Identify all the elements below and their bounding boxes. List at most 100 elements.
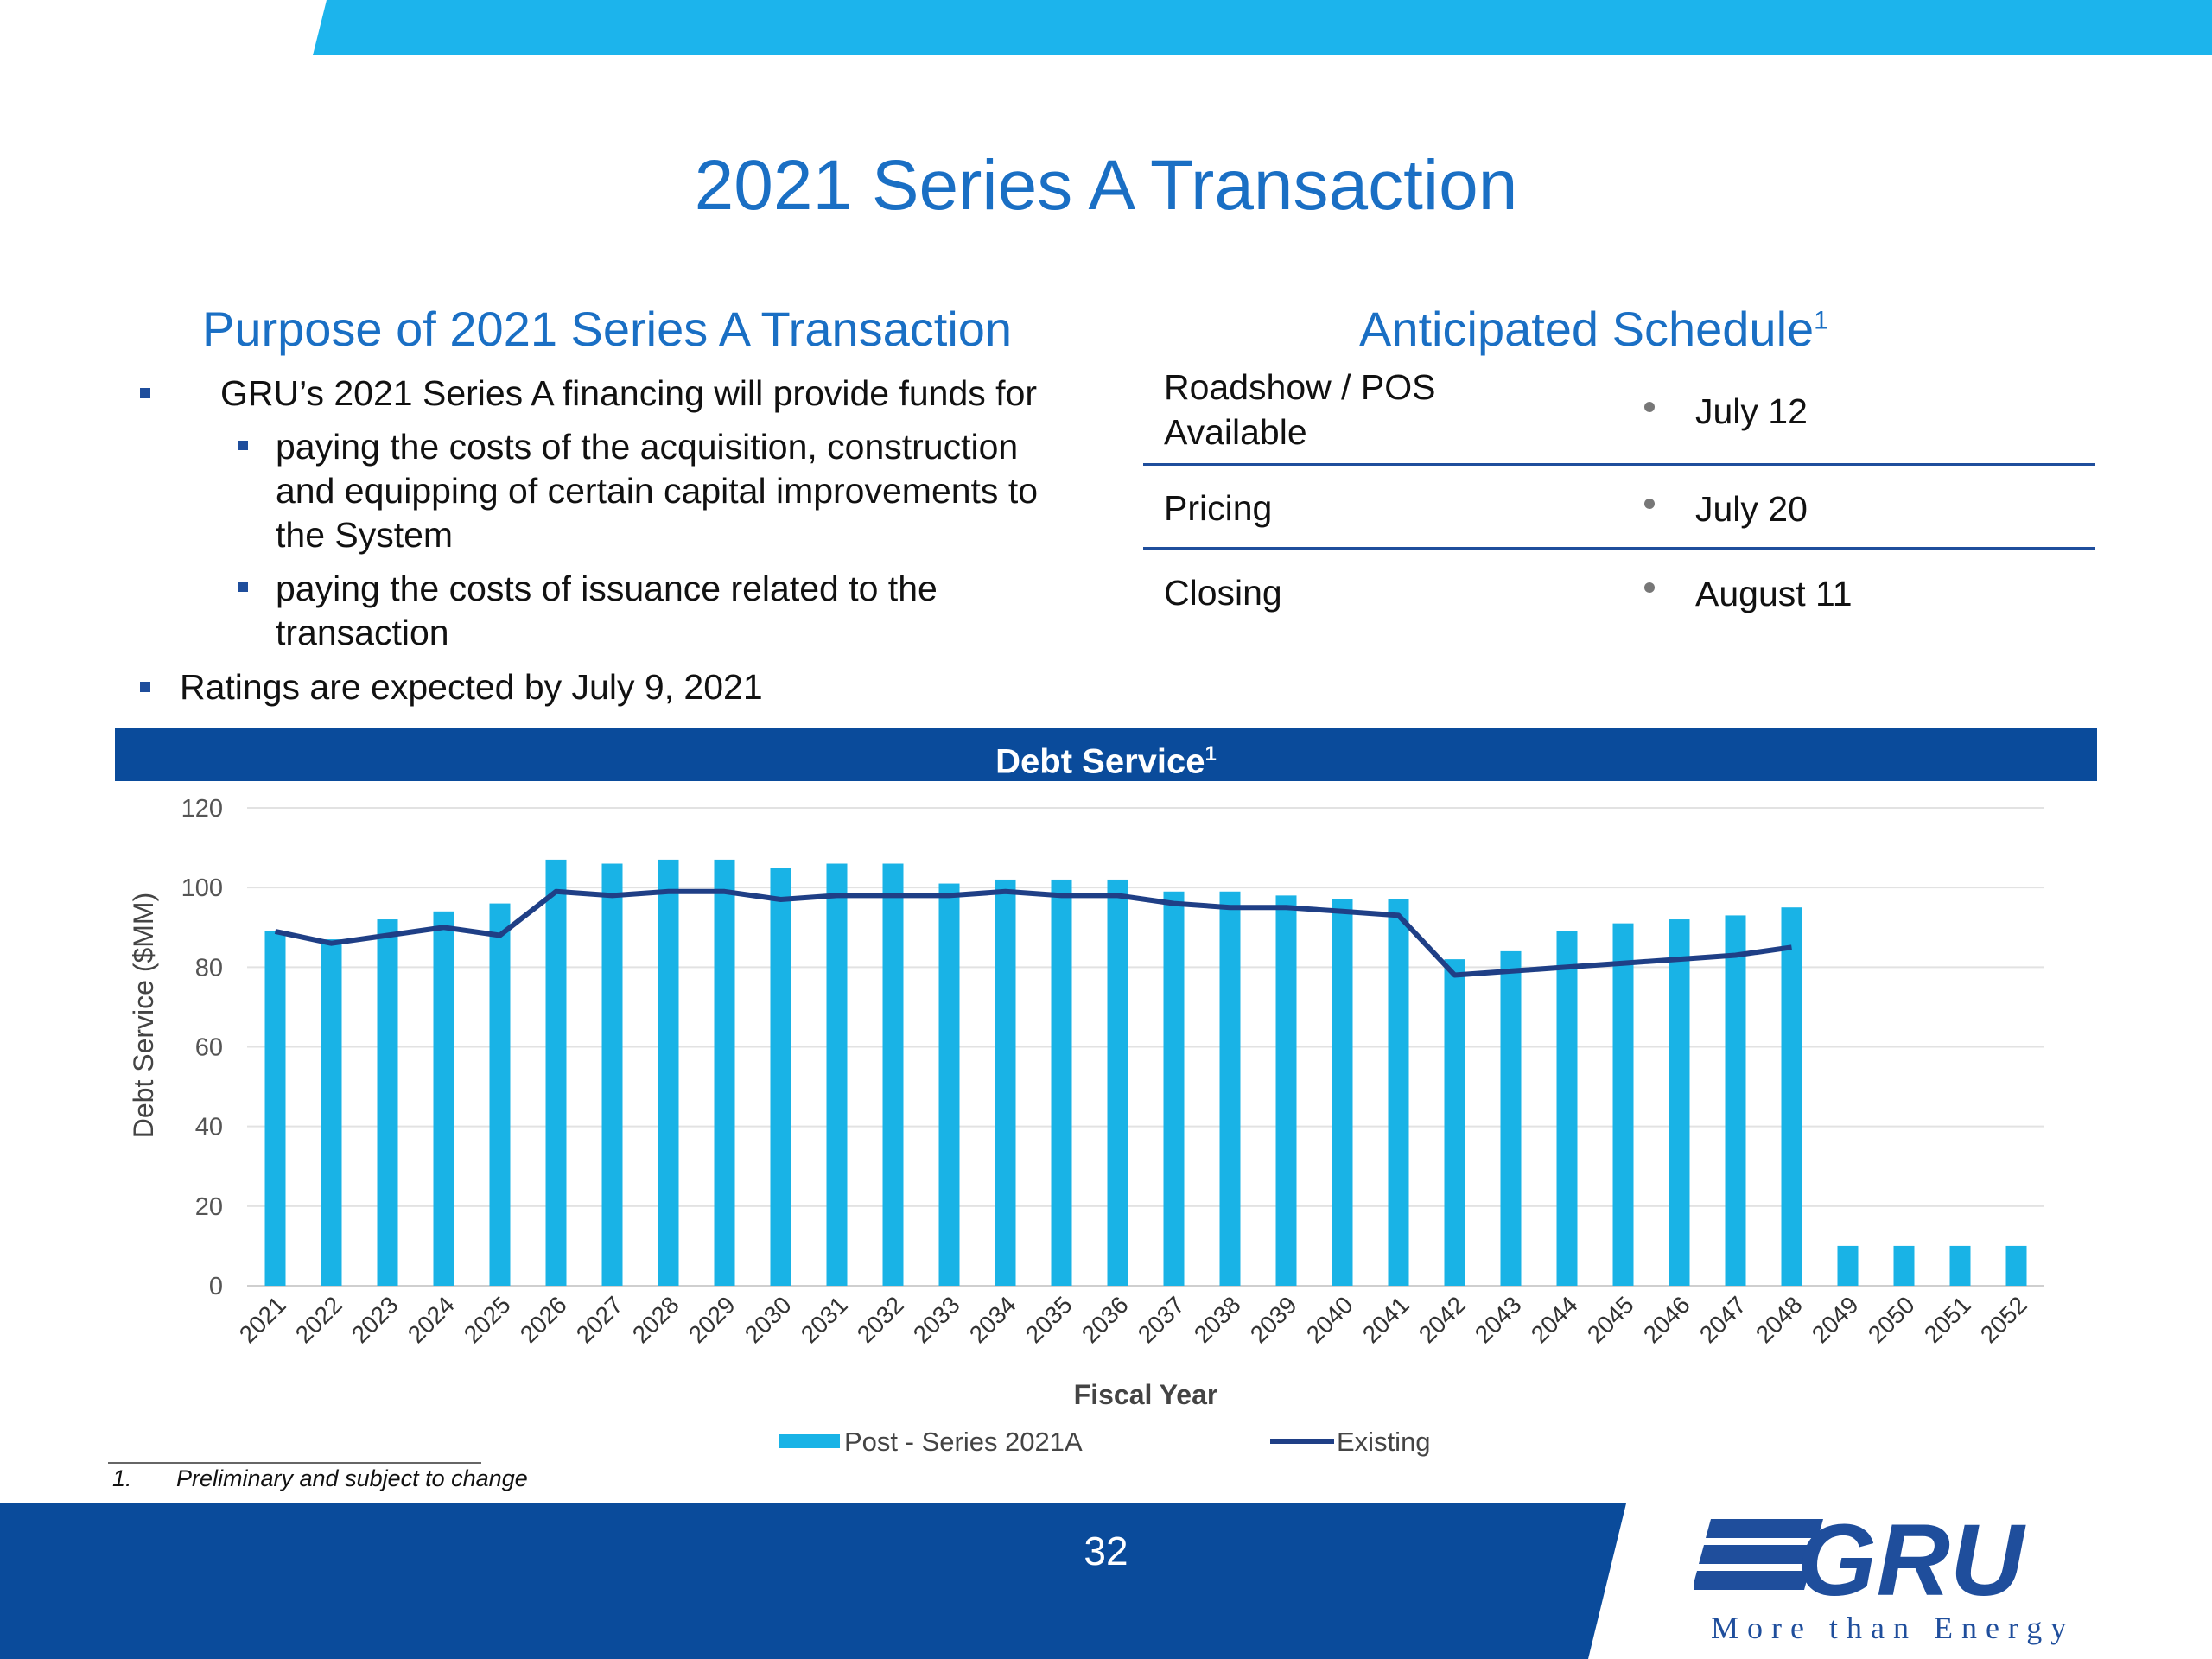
schedule-row-2-date: July 20	[1695, 489, 1808, 529]
bar-post-series-2021a	[1219, 891, 1241, 1286]
logo-stripe	[1699, 1545, 1816, 1564]
x-tick-label: 2052	[1975, 1291, 2032, 1348]
x-tick-label: 2026	[515, 1291, 572, 1348]
bar-post-series-2021a	[601, 863, 623, 1286]
schedule-heading-footnote-marker: 1	[1814, 306, 1828, 335]
bar-post-series-2021a	[1500, 950, 1522, 1286]
bar-post-series-2021a	[1556, 931, 1578, 1286]
y-axis-title: Debt Service ($MM)	[128, 893, 159, 1139]
x-tick-label: 2030	[740, 1291, 797, 1348]
bar-post-series-2021a	[377, 919, 398, 1286]
bar-post-series-2021a	[433, 911, 454, 1286]
gru-logo: GRU More than Energy	[1694, 1503, 2066, 1645]
y-tick-label: 60	[195, 1034, 223, 1062]
y-tick-label: 80	[195, 954, 223, 982]
bar-post-series-2021a	[1669, 919, 1690, 1286]
bar-post-series-2021a	[714, 859, 735, 1286]
bar-post-series-2021a	[1275, 895, 1297, 1286]
x-tick-label: 2024	[403, 1291, 460, 1348]
purpose-bullet-1: GRU’s 2021 Series A financing will provi…	[220, 373, 1038, 413]
footnote-text: Preliminary and subject to change	[176, 1465, 528, 1491]
sub-bullet-square	[238, 441, 248, 450]
bar-post-series-2021a	[938, 883, 960, 1286]
x-tick-label: 2038	[1189, 1291, 1246, 1348]
x-tick-label: 2032	[852, 1291, 909, 1348]
page-number: 32	[1084, 1529, 1128, 1573]
logo-wordmark: GRU	[1797, 1503, 2026, 1618]
legend-swatch-bar	[779, 1434, 840, 1448]
logo-stripe	[1694, 1571, 1809, 1590]
footnote-rule	[108, 1462, 481, 1464]
bar-post-series-2021a	[1388, 899, 1409, 1286]
bar-post-series-2021a	[770, 868, 791, 1286]
x-tick-label: 2023	[346, 1291, 404, 1348]
schedule-row-3-label: Closing	[1164, 573, 1282, 613]
x-tick-label: 2044	[1526, 1291, 1583, 1348]
x-tick-label: 2036	[1077, 1291, 1134, 1348]
schedule-heading: Anticipated Schedule1	[1359, 301, 1828, 357]
bar-post-series-2021a	[1893, 1245, 1915, 1286]
y-tick-label: 40	[195, 1114, 223, 1141]
schedule-divider	[1143, 547, 2095, 550]
x-tick-label: 2031	[796, 1291, 853, 1348]
logo-stripe	[1706, 1519, 1823, 1538]
purpose-sub-bullet-2-line-1: paying the costs of issuance related to …	[276, 569, 938, 608]
bar-post-series-2021a	[1051, 879, 1072, 1286]
debt-service-band: Debt Service1	[115, 728, 2097, 781]
x-tick-label: 2051	[1919, 1291, 1976, 1348]
purpose-bullet-2: Ratings are expected by July 9, 2021	[180, 667, 763, 707]
x-tick-label: 2043	[1470, 1291, 1527, 1348]
y-tick-label: 100	[181, 874, 223, 902]
x-tick-label: 2029	[683, 1291, 741, 1348]
x-tick-label: 2045	[1582, 1291, 1639, 1348]
x-tick-label: 2022	[290, 1291, 347, 1348]
purpose-sub-bullet-1-line-3: the System	[276, 515, 454, 555]
bar-post-series-2021a	[882, 863, 904, 1286]
bar-post-series-2021a	[545, 859, 567, 1286]
x-tick-label: 2035	[1020, 1291, 1077, 1348]
bar-post-series-2021a	[1949, 1245, 1971, 1286]
bar-post-series-2021a	[2005, 1245, 2027, 1286]
y-tick-label: 120	[181, 795, 223, 823]
purpose-sub-bullet-2-line-2: transaction	[276, 613, 449, 652]
bar-post-series-2021a	[264, 931, 286, 1286]
x-tick-label: 2039	[1245, 1291, 1302, 1348]
x-tick-label: 2025	[459, 1291, 516, 1348]
x-tick-label: 2040	[1301, 1291, 1358, 1348]
bar-post-series-2021a	[489, 903, 511, 1286]
x-tick-label: 2037	[1133, 1291, 1190, 1348]
footnote-number: 1.	[112, 1465, 132, 1491]
sub-bullet-square	[238, 582, 248, 592]
bar-post-series-2021a	[658, 859, 679, 1286]
x-tick-label: 2033	[908, 1291, 965, 1348]
bar-post-series-2021a	[1163, 891, 1185, 1286]
purpose-sub-bullet-1-line-2: and equipping of certain capital improve…	[276, 471, 1039, 511]
schedule-divider	[1143, 463, 2095, 466]
top-accent-shape	[313, 0, 2212, 55]
top-accent-bar	[313, 0, 2212, 55]
x-tick-label: 2042	[1414, 1291, 1471, 1348]
schedule-row-3-date: August 11	[1695, 574, 1853, 613]
bar-post-series-2021a	[995, 879, 1016, 1286]
x-tick-label: 2028	[627, 1291, 684, 1348]
legend-label-existing: Existing	[1337, 1427, 1431, 1457]
debt-service-footnote-marker: 1	[1205, 742, 1217, 766]
debt-service-band-title: Debt Service	[995, 742, 1205, 781]
x-tick-label: 2034	[964, 1291, 1021, 1348]
x-axis-title: Fiscal Year	[1074, 1379, 1218, 1410]
footer-shape	[0, 1503, 1626, 1659]
page-title: 2021 Series A Transaction	[694, 146, 1518, 225]
bar-post-series-2021a	[321, 939, 342, 1286]
schedule-bullet-dot	[1644, 402, 1655, 412]
x-tick-label: 2050	[1863, 1291, 1920, 1348]
schedule-row-1-label-line-1: Roadshow / POS	[1164, 367, 1436, 407]
line-existing	[274, 888, 1792, 978]
bar-post-series-2021a	[1837, 1245, 1859, 1286]
bar-post-series-2021a	[1444, 959, 1465, 1286]
footer-band	[0, 1503, 1626, 1659]
x-tick-label: 2047	[1694, 1291, 1751, 1348]
bar-post-series-2021a	[1612, 923, 1634, 1286]
bullet-square	[140, 388, 150, 398]
x-tick-label: 2046	[1638, 1291, 1695, 1348]
